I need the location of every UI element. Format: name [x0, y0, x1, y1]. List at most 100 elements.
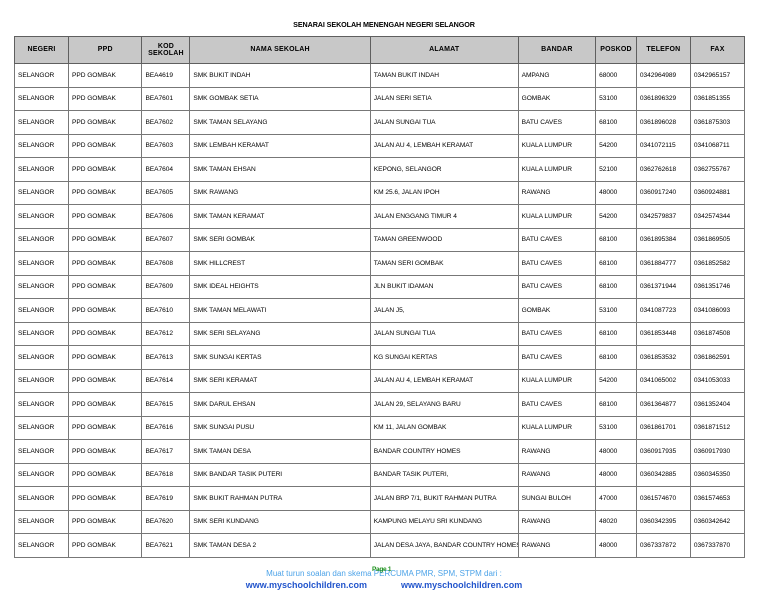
cell-fax: 0361874508: [689, 321, 746, 346]
column-header-ppd: PPD: [68, 36, 143, 64]
cell-kod-sekolah: BEA7610: [141, 298, 191, 323]
cell-fax: 0360924881: [689, 180, 746, 205]
cell-poskod: 48000: [595, 439, 637, 464]
cell-fax: 0361869505: [689, 227, 746, 252]
footer-promo-text: Muat turun soalan dan skema PERCUMA PMR,…: [266, 569, 502, 578]
column-header-fax: FAX: [689, 36, 746, 64]
cell-ppd: PPD GOMBAK: [68, 321, 143, 346]
cell-bandar: GOMBAK: [517, 298, 597, 323]
cell-negeri: SELANGOR: [13, 439, 70, 464]
cell-kod-sekolah: BEA7621: [141, 533, 191, 558]
cell-poskod: 68100: [595, 321, 637, 346]
cell-nama-sekolah: SMK GOMBAK SETIA: [189, 86, 371, 111]
cell-negeri: SELANGOR: [13, 509, 70, 534]
cell-telefon: 0361895384: [635, 227, 691, 252]
cell-ppd: PPD GOMBAK: [68, 133, 143, 158]
cell-nama-sekolah: SMK SUNGAI KERTAS: [189, 345, 371, 370]
cell-fax: 0342574344: [689, 204, 746, 229]
cell-negeri: SELANGOR: [13, 298, 70, 323]
cell-kod-sekolah: BEA7620: [141, 509, 191, 534]
cell-ppd: PPD GOMBAK: [68, 251, 143, 276]
column-header-telefon: TELEFON: [635, 36, 691, 64]
cell-telefon: 0361896028: [635, 110, 691, 135]
cell-bandar: RAWANG: [517, 439, 597, 464]
cell-alamat: JALAN AU 4, LEMBAH KERAMAT: [369, 368, 519, 393]
cell-telefon: 0361853448: [635, 321, 691, 346]
cell-poskod: 54200: [595, 204, 637, 229]
cell-poskod: 47000: [595, 486, 637, 511]
cell-telefon: 0360917935: [635, 439, 691, 464]
cell-poskod: 68100: [595, 274, 637, 299]
cell-bandar: BATU CAVES: [517, 321, 597, 346]
cell-kod-sekolah: BEA7617: [141, 439, 191, 464]
cell-kod-sekolah: BEA7609: [141, 274, 191, 299]
cell-telefon: 0360342395: [635, 509, 691, 534]
table-row: SELANGOR PPD GOMBAK BEA7612 SMK SERI SELAYA…: [13, 321, 746, 346]
cell-negeri: SELANGOR: [13, 110, 70, 135]
cell-nama-sekolah: SMK TAMAN KERAMAT: [189, 204, 371, 229]
footer-links: www.myschoolchildren.com www.myschoolchil…: [0, 580, 768, 590]
cell-bandar: RAWANG: [517, 462, 597, 487]
cell-fax: 0362755767: [689, 157, 746, 182]
footer: Muat turun soalan dan skema PERCUMA PMR,…: [0, 563, 768, 590]
cell-bandar: BATU CAVES: [517, 392, 597, 417]
table-header-row: NEGERI PPD KOD SEKOLAH NAMA SEKOLAH ALAM…: [13, 36, 746, 64]
footer-link-left[interactable]: www.myschoolchildren.com: [245, 580, 367, 590]
cell-telefon: 0361861701: [635, 415, 691, 440]
cell-bandar: GOMBAK: [517, 86, 597, 111]
cell-ppd: PPD GOMBAK: [68, 63, 143, 88]
cell-fax: 0361574653: [689, 486, 746, 511]
cell-kod-sekolah: BEA7614: [141, 368, 191, 393]
cell-telefon: 0341087723: [635, 298, 691, 323]
cell-negeri: SELANGOR: [13, 533, 70, 558]
cell-telefon: 0361364877: [635, 392, 691, 417]
cell-alamat: KEPONG, SELANGOR: [369, 157, 519, 182]
cell-nama-sekolah: SMK SERI GOMBAK: [189, 227, 371, 252]
cell-alamat: KAMPUNG MELAYU SRI KUNDANG: [369, 509, 519, 534]
column-header-nama-sekolah: NAMA SEKOLAH: [189, 36, 371, 64]
cell-nama-sekolah: SMK IDEAL HEIGHTS: [189, 274, 371, 299]
cell-negeri: SELANGOR: [13, 157, 70, 182]
cell-fax: 0342965157: [689, 63, 746, 88]
cell-alamat: TAMAN GREENWOOD: [369, 227, 519, 252]
cell-poskod: 53100: [595, 298, 637, 323]
table-row: SELANGOR PPD GOMBAK BEA7620 SMK SERI KUNDAN…: [13, 509, 746, 534]
cell-telefon: 0361574670: [635, 486, 691, 511]
page-title: SENARAI SEKOLAH MENENGAH NEGERI SELANGOR: [293, 20, 475, 29]
cell-bandar: BATU CAVES: [517, 110, 597, 135]
cell-ppd: PPD GOMBAK: [68, 509, 143, 534]
table-row: SELANGOR PPD GOMBAK BEA7603 SMK LEMBAH KERA…: [13, 133, 746, 158]
cell-ppd: PPD GOMBAK: [68, 415, 143, 440]
cell-alamat: BANDAR TASIK PUTERI,: [369, 462, 519, 487]
table-row: SELANGOR PPD GOMBAK BEA7604 SMK TAMAN EHSAN…: [13, 157, 746, 182]
cell-kod-sekolah: BEA7608: [141, 251, 191, 276]
schools-table-container: NEGERI PPD KOD SEKOLAH NAMA SEKOLAH ALAM…: [13, 36, 746, 558]
cell-fax: 0341053033: [689, 368, 746, 393]
cell-negeri: SELANGOR: [13, 251, 70, 276]
cell-poskod: 68100: [595, 251, 637, 276]
cell-alamat: JLN BUKIT IDAMAN: [369, 274, 519, 299]
table-row: SELANGOR PPD GOMBAK BEA7614 SMK SERI KERAMA…: [13, 368, 746, 393]
table-row: SELANGOR PPD GOMBAK BEA7606 SMK TAMAN KERAM…: [13, 204, 746, 229]
cell-alamat: TAMAN SERI GOMBAK: [369, 251, 519, 276]
cell-kod-sekolah: BEA7613: [141, 345, 191, 370]
cell-fax: 0361871512: [689, 415, 746, 440]
cell-poskod: 48020: [595, 509, 637, 534]
cell-telefon: 0360917240: [635, 180, 691, 205]
cell-ppd: PPD GOMBAK: [68, 486, 143, 511]
cell-nama-sekolah: SMK BANDAR TASIK PUTERI: [189, 462, 371, 487]
cell-fax: 0360917930: [689, 439, 746, 464]
cell-alamat: TAMAN BUKIT INDAH: [369, 63, 519, 88]
cell-alamat: KM 25.6, JALAN IPOH: [369, 180, 519, 205]
cell-telefon: 0361853532: [635, 345, 691, 370]
column-header-alamat: ALAMAT: [369, 36, 519, 64]
cell-nama-sekolah: SMK BUKIT INDAH: [189, 63, 371, 88]
cell-poskod: 54200: [595, 368, 637, 393]
cell-alamat: JALAN ENGGANG TIMUR 4: [369, 204, 519, 229]
cell-bandar: RAWANG: [517, 180, 597, 205]
table-row: SELANGOR PPD GOMBAK BEA7613 SMK SUNGAI KERT…: [13, 345, 746, 370]
cell-fax: 0361851355: [689, 86, 746, 111]
cell-poskod: 52100: [595, 157, 637, 182]
footer-link-right[interactable]: www.myschoolchildren.com: [401, 580, 523, 590]
cell-nama-sekolah: SMK SERI KUNDANG: [189, 509, 371, 534]
